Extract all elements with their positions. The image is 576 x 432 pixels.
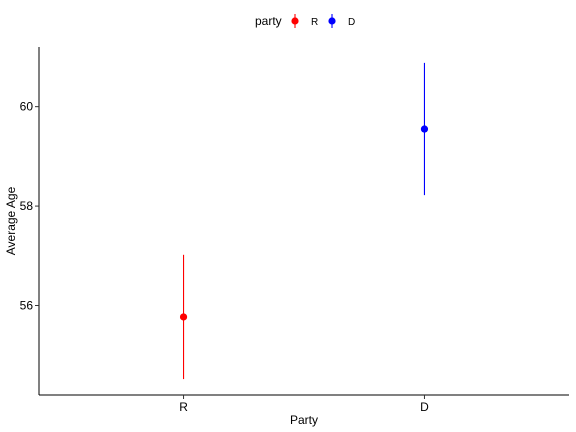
- legend-key-point: [291, 17, 298, 24]
- x-axis-title: Party: [290, 413, 318, 427]
- axes: [39, 47, 569, 395]
- x-tick-label: R: [179, 400, 188, 414]
- legend-label: R: [311, 17, 318, 28]
- legend-title: party: [255, 14, 282, 28]
- data-marks: [180, 63, 428, 379]
- point-d: [421, 125, 428, 132]
- legend-key-point: [328, 17, 335, 24]
- x-tick-label: D: [420, 400, 429, 414]
- y-axis-title: Average Age: [4, 186, 18, 255]
- y-ticks: 56 58 60: [20, 100, 39, 313]
- legend: party R D: [255, 14, 355, 28]
- point-r: [180, 313, 187, 320]
- legend-label: D: [348, 17, 355, 28]
- y-tick-label: 56: [20, 299, 34, 313]
- y-tick-label: 58: [20, 199, 34, 213]
- y-tick-label: 60: [20, 100, 34, 114]
